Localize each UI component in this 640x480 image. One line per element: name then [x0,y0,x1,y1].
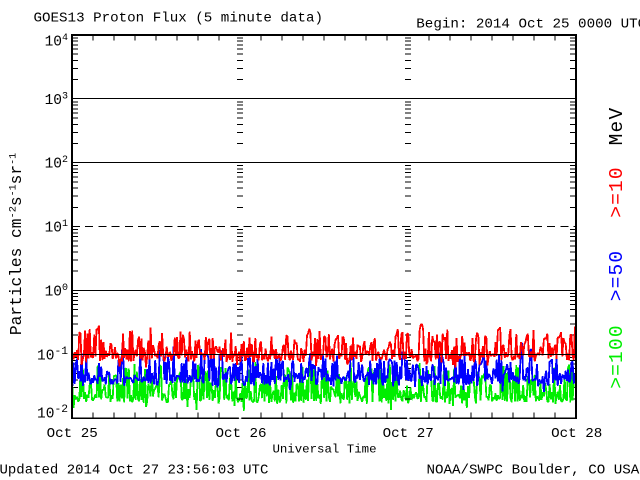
svg-text:GOES13 Proton Flux (5 minute d: GOES13 Proton Flux (5 minute data) [34,11,323,27]
svg-text:>=10: >=10 [606,166,628,218]
svg-text:Updated 2014 Oct 27 23:56:03 U: Updated 2014 Oct 27 23:56:03 UTC [0,462,268,478]
svg-text:>=100: >=100 [606,324,628,389]
svg-text:Oct 25: Oct 25 [47,426,98,442]
svg-text:Oct 28: Oct 28 [551,426,602,442]
svg-text:Oct 27: Oct 27 [383,426,434,442]
svg-text:NOAA/SWPC Boulder, CO USA: NOAA/SWPC Boulder, CO USA [426,462,639,478]
svg-text:>=50: >=50 [606,250,628,302]
svg-text:Begin: 2014 Oct 25 0000 UTC: Begin: 2014 Oct 25 0000 UTC [416,17,640,33]
svg-text:Oct 26: Oct 26 [215,426,266,442]
svg-text:Particles cm-2s-1sr-1: Particles cm-2s-1sr-1 [8,153,27,335]
svg-text:Universal Time: Universal Time [272,443,376,457]
svg-text:MeV: MeV [606,107,628,146]
